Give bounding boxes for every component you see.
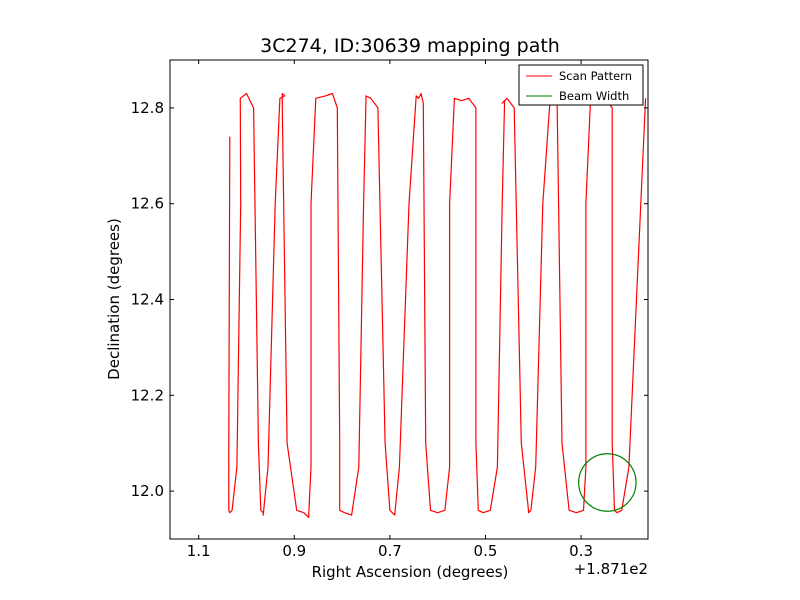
- legend-label-beam: Beam Width: [559, 89, 629, 103]
- y-tick-label: 12.4: [131, 291, 164, 309]
- x-tick-label: 0.7: [378, 542, 402, 560]
- legend-label-scan: Scan Pattern: [559, 69, 632, 83]
- legend-box: [518, 64, 644, 106]
- y-tick-label: 12.8: [131, 99, 164, 117]
- beam-width-circle: [578, 453, 637, 512]
- x-axis-label: Right Ascension (degrees): [312, 563, 509, 581]
- scan-pattern-line: [228, 92, 647, 519]
- y-tick-label: 12.6: [131, 195, 164, 213]
- x-tick-label: 0.5: [474, 542, 498, 560]
- plot-area: [169, 59, 649, 540]
- x-tick-label: 0.3: [569, 542, 593, 560]
- y-axis-label: Declination (degrees): [105, 218, 123, 380]
- plot-frame: [169, 59, 649, 540]
- x-tick-label: 0.9: [282, 542, 306, 560]
- y-tick-label: 12.2: [131, 386, 164, 404]
- legend: Scan Pattern Beam Width: [518, 64, 644, 106]
- x-axis-offset-label: +1.871e2: [574, 560, 648, 578]
- x-axis-ticks: 1.1 0.9 0.7 0.5 0.3: [187, 60, 593, 560]
- x-tick-label: 1.1: [187, 542, 211, 560]
- chart-title: 3C274, ID:30639 mapping path: [260, 35, 560, 57]
- y-tick-label: 12.0: [131, 482, 164, 500]
- y-axis-ticks: 12.0 12.2 12.4 12.6 12.8: [131, 99, 648, 500]
